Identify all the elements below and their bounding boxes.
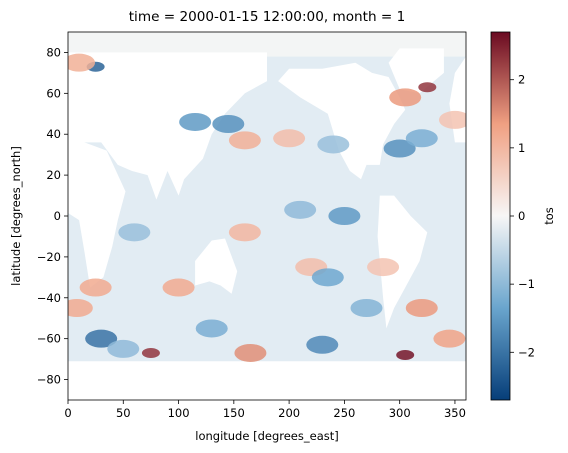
colorbar-tick-label: 2 <box>518 73 525 87</box>
x-tick-label: 200 <box>278 406 300 420</box>
anomaly-cell <box>68 53 96 72</box>
anomaly-cell <box>179 112 212 131</box>
anomaly-cell <box>273 129 306 148</box>
y-tick-label: 80 <box>46 45 61 59</box>
anomaly-cell <box>306 335 339 354</box>
land-eurasia <box>68 52 267 200</box>
land-antarctica <box>68 361 466 400</box>
land-africa <box>68 140 126 288</box>
anomaly-cell <box>418 82 437 93</box>
anomaly-cell <box>79 278 112 297</box>
anomaly-cell <box>328 207 361 225</box>
anomaly-cell <box>383 139 416 158</box>
anomaly-cell <box>438 110 466 129</box>
y-axis: 80 60 40 20 0 −20 −40 −60 −80 <box>37 45 68 387</box>
y-tick-label: −40 <box>37 291 61 305</box>
x-tick-label: 100 <box>168 406 190 420</box>
anomaly-cell <box>367 258 400 277</box>
anomaly-cell <box>389 88 422 107</box>
x-tick-label: 300 <box>389 406 411 420</box>
y-tick-label: 0 <box>54 209 61 223</box>
anomaly-cell <box>228 223 261 242</box>
anomaly-cell <box>317 135 350 154</box>
colorbar-tick-label: −1 <box>518 277 535 291</box>
x-tick-label: 350 <box>444 406 466 420</box>
anomaly-cell <box>234 343 267 362</box>
anomaly-cell <box>284 200 317 219</box>
anomaly-cell <box>107 339 140 358</box>
anomaly-cell <box>311 268 344 287</box>
anomaly-cell <box>433 329 466 348</box>
land-greenland <box>388 48 444 94</box>
anomaly-cell <box>85 329 118 348</box>
y-tick-label: −20 <box>37 250 61 264</box>
y-tick-label: −60 <box>37 332 61 346</box>
colorbar-tick-label: 1 <box>518 141 525 155</box>
colorbar-ticks: 2 1 0 −1 −2 <box>510 73 535 359</box>
colorbar-label: tos <box>542 207 556 225</box>
colorbar: 2 1 0 −1 −2 <box>490 31 535 401</box>
anomaly-cell <box>195 319 228 338</box>
anomaly-cell <box>405 129 438 148</box>
anomaly-cell <box>141 347 160 358</box>
chart-title: time = 2000-01-15 12:00:00, month = 1 <box>129 9 406 25</box>
y-tick-label: 60 <box>46 86 61 100</box>
y-axis-label: latitude [degrees_north] <box>9 146 23 286</box>
anomaly-cell <box>350 299 383 317</box>
x-tick-label: 0 <box>64 406 71 420</box>
anomaly-cell <box>68 299 93 317</box>
anomaly-cell <box>405 299 438 317</box>
y-tick-label: 20 <box>46 168 61 182</box>
anomaly-cell <box>162 278 195 297</box>
colorbar-tick-label: 0 <box>518 209 525 223</box>
colorbar-tick-label: −2 <box>518 345 535 359</box>
x-tick-label: 50 <box>116 406 131 420</box>
y-tick-label: 40 <box>46 127 61 141</box>
anomaly-cell <box>118 223 151 242</box>
anomaly-cell <box>212 115 245 133</box>
x-axis: 0 50 100 150 200 250 300 350 <box>64 400 466 420</box>
anomaly-cell <box>228 131 261 150</box>
land-australia <box>195 238 238 294</box>
land-north-america <box>278 62 406 180</box>
x-tick-label: 150 <box>223 406 245 420</box>
land-south-america <box>377 195 428 329</box>
x-tick-label: 250 <box>333 406 355 420</box>
x-axis-label: longitude [degrees_east] <box>195 429 338 443</box>
y-tick-label: −80 <box>37 373 61 387</box>
anomaly-cell <box>396 350 415 361</box>
plot-area <box>67 31 467 401</box>
colorbar-bar <box>490 31 511 401</box>
anomaly-layer <box>68 53 466 362</box>
